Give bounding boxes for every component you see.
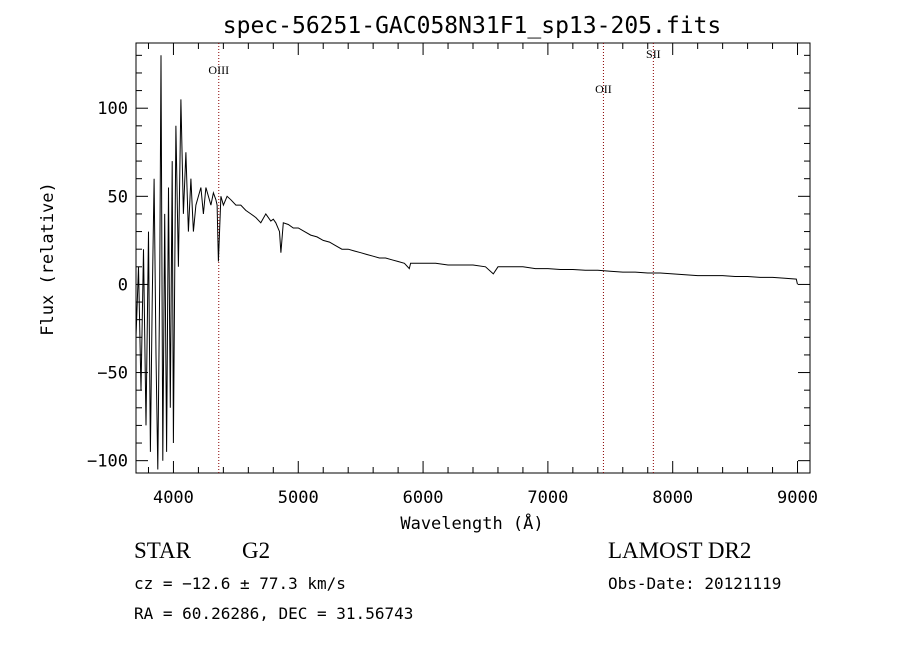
plot-frame [135, 42, 811, 474]
x-tick-label: 4000 [153, 488, 194, 508]
x-tick-label: 7000 [527, 488, 568, 508]
obs-date-label: Obs-Date: 20121119 [608, 574, 782, 593]
line-label-oii: OII [595, 82, 612, 96]
line-label-sii: SII [646, 47, 661, 61]
x-tick-label: 6000 [403, 488, 444, 508]
y-tick-label: 0 [118, 275, 128, 295]
subclass-label: G2 [242, 538, 271, 563]
chart-title: spec-56251-GAC058N31F1_sp13-205.fits [223, 13, 722, 39]
redshift-label: cz = −12.6 ± 77.3 km/s [134, 574, 346, 593]
object-class-label: STAR [134, 538, 191, 563]
coordinates-label: RA = 60.26286, DEC = 31.56743 [134, 604, 414, 623]
y-tick-label: 100 [97, 99, 128, 119]
y-tick-label: −50 [97, 364, 128, 384]
y-tick-label: 50 [108, 187, 128, 207]
y-tick-label: −100 [87, 452, 128, 472]
spectrum-line [135, 55, 798, 470]
emission-line-markers: OIII OII SII [208, 43, 661, 473]
y-axis-ticks: −100 −50 0 50 100 [87, 54, 810, 472]
x-axis-ticks: 4000 5000 6000 7000 8000 9000 [147, 43, 818, 508]
x-axis-label: Wavelength (Å) [400, 512, 543, 534]
survey-label: LAMOST DR2 [608, 538, 752, 563]
x-tick-label: 5000 [278, 488, 319, 508]
line-label-oiii: OIII [208, 63, 229, 77]
x-tick-label: 9000 [777, 488, 818, 508]
x-tick-label: 8000 [652, 488, 693, 508]
y-axis-label: Flux (relative) [38, 182, 58, 336]
